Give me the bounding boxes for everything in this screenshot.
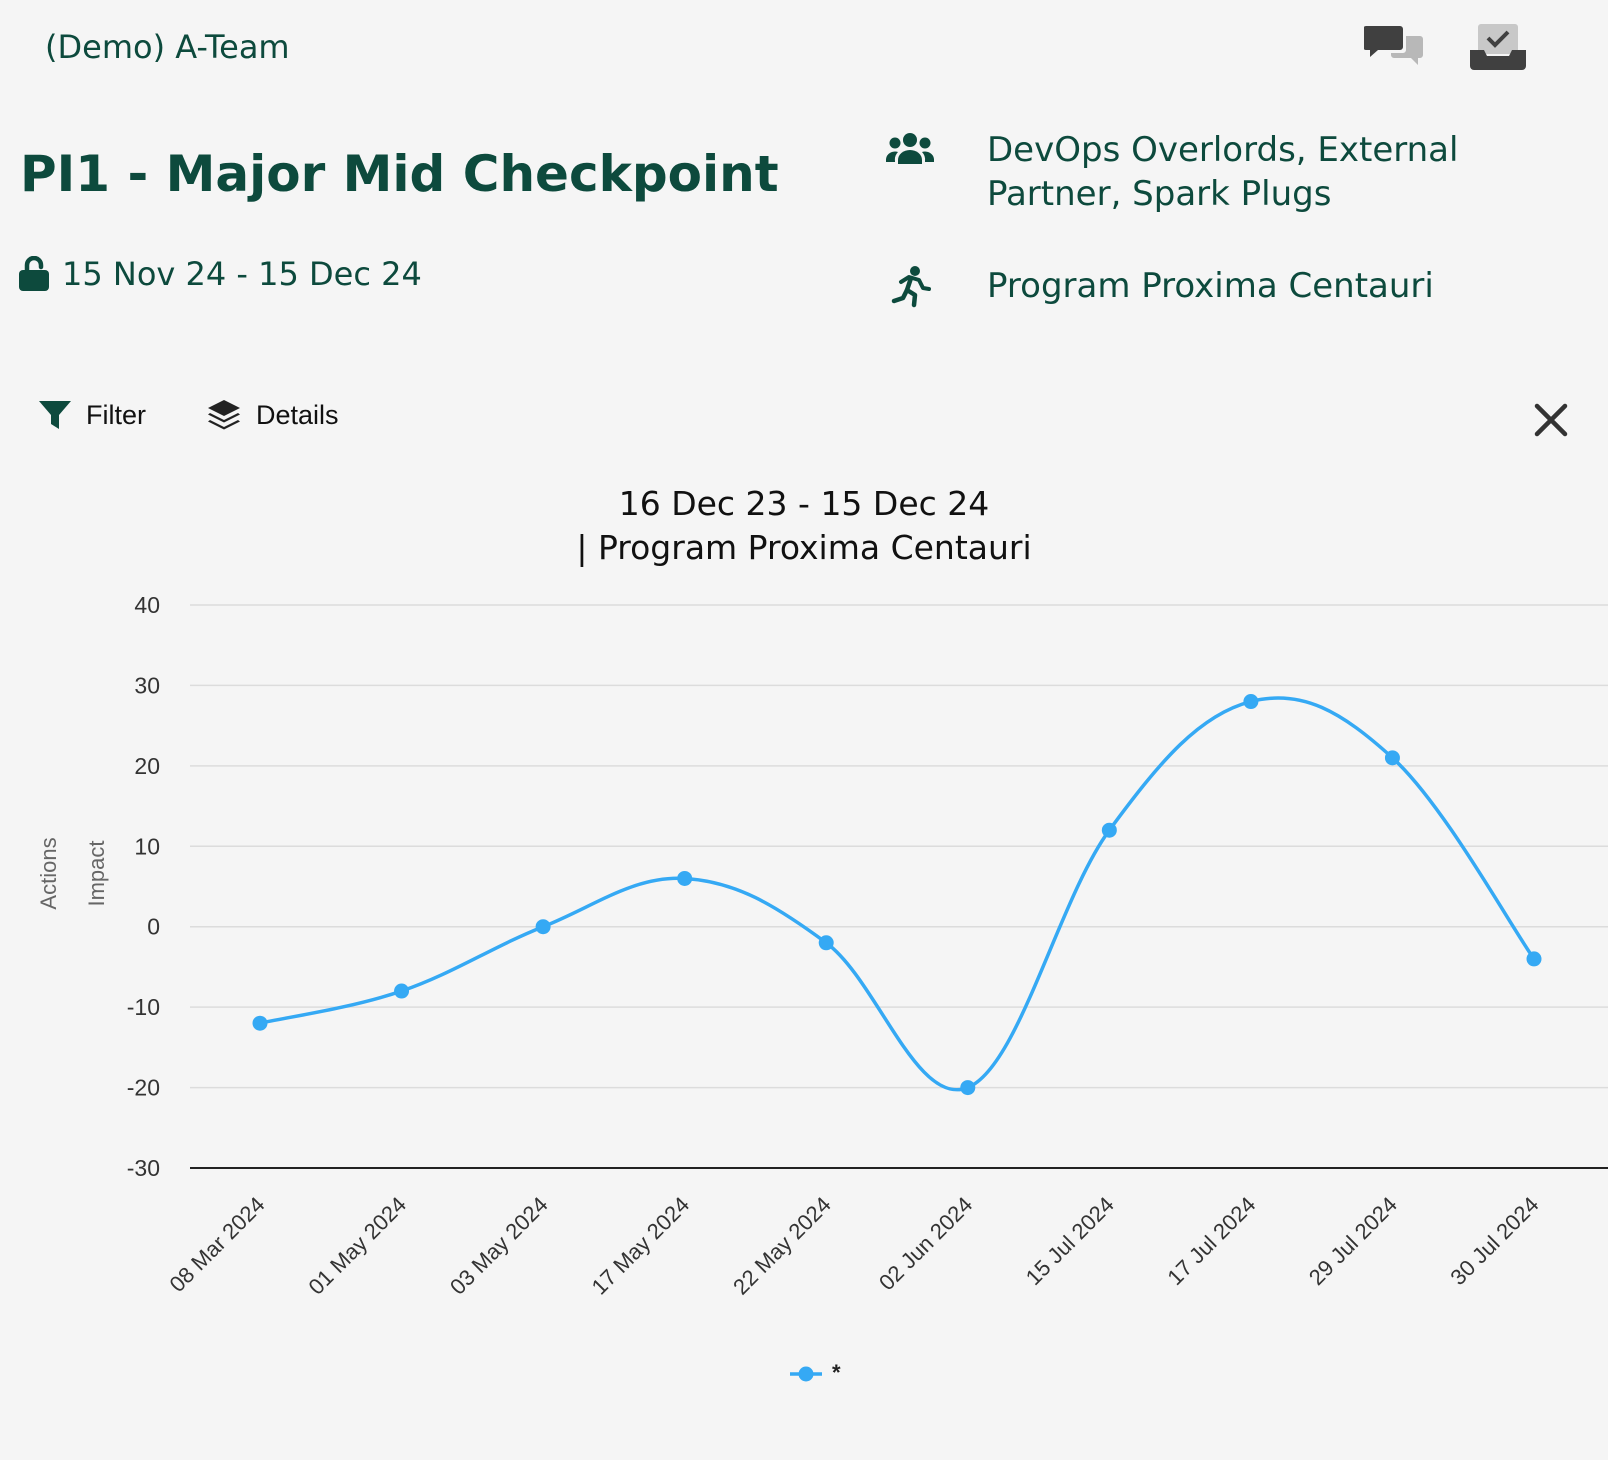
- data-point: [677, 870, 693, 886]
- chart-area: 16 Dec 23 - 15 Dec 24 | Program Proxima …: [0, 470, 1608, 1430]
- y-tick-label: -10: [127, 994, 160, 1020]
- series-line: [259, 696, 1536, 1092]
- teams-row: DevOps Overlords, External Partner, Spar…: [885, 128, 1587, 216]
- date-range-text: 15 Nov 24 - 15 Dec 24: [62, 255, 422, 293]
- chart-title: 16 Dec 23 - 15 Dec 24 | Program Proxima …: [0, 482, 1608, 570]
- legend-marker: [798, 1366, 814, 1382]
- data-point: [394, 983, 410, 999]
- filter-button[interactable]: Filter: [38, 399, 146, 431]
- y-axis-label-outer: Actions: [36, 837, 61, 909]
- x-tick-label: 30 Jul 2024: [1445, 1192, 1543, 1290]
- y-tick-label: 30: [134, 672, 160, 698]
- x-tick-label: 02 Jun 2024: [874, 1192, 977, 1295]
- x-tick-label: 01 May 2024: [303, 1192, 411, 1300]
- team-name[interactable]: (Demo) A-Team: [45, 28, 290, 66]
- page-title: PI1 - Major Mid Checkpoint: [20, 145, 779, 203]
- users-icon: [886, 133, 934, 164]
- x-tick-label: 17 May 2024: [587, 1192, 695, 1300]
- x-tick-label: 17 Jul 2024: [1162, 1192, 1260, 1290]
- data-point: [1243, 694, 1259, 710]
- close-icon[interactable]: [1534, 403, 1568, 437]
- line-chart: 40 30 20 10 0 -10 -20 -30 Actions Impact 08 Mar 20…: [36, 592, 1608, 1385]
- data-point: [1526, 951, 1542, 967]
- x-tick-label: 15 Jul 2024: [1021, 1192, 1119, 1290]
- data-point: [1101, 822, 1117, 838]
- y-axis-label-inner: Impact: [84, 840, 109, 906]
- details-label: Details: [256, 399, 339, 430]
- teams-text: DevOps Overlords, External Partner, Spar…: [987, 130, 1459, 214]
- inbox-check-icon[interactable]: [1468, 22, 1528, 72]
- filter-label: Filter: [86, 399, 146, 430]
- x-tick-label: 03 May 2024: [445, 1192, 553, 1300]
- data-point: [818, 935, 834, 951]
- y-tick-label: 40: [134, 592, 160, 618]
- details-button[interactable]: Details: [206, 398, 339, 432]
- x-tick-label: 22 May 2024: [728, 1192, 836, 1300]
- unlocked-icon: [19, 256, 49, 291]
- y-tick-label: 10: [134, 833, 160, 859]
- x-tick-label: 29 Jul 2024: [1304, 1192, 1402, 1290]
- data-point: [535, 919, 551, 935]
- y-tick-label: 20: [134, 753, 160, 779]
- chart-title-line2: | Program Proxima Centauri: [576, 528, 1032, 567]
- legend-label: *: [832, 1360, 841, 1385]
- y-tick-label: -30: [127, 1155, 160, 1181]
- program-row: Program Proxima Centauri: [885, 264, 1587, 308]
- x-tick-label: 08 Mar 2024: [165, 1192, 270, 1297]
- y-tick-label: 0: [147, 914, 160, 940]
- layers-icon: [208, 400, 240, 430]
- data-point: [960, 1080, 976, 1096]
- program-text[interactable]: Program Proxima Centauri: [987, 266, 1434, 306]
- y-tick-label: -20: [127, 1075, 160, 1101]
- data-point: [252, 1015, 268, 1031]
- running-person-icon: [891, 266, 931, 308]
- chat-bubbles-icon[interactable]: [1364, 22, 1424, 72]
- data-point: [1384, 750, 1400, 766]
- date-range: 15 Nov 24 - 15 Dec 24: [18, 255, 422, 293]
- chart-title-line1: 16 Dec 23 - 15 Dec 24: [618, 484, 990, 523]
- filter-icon: [39, 401, 71, 429]
